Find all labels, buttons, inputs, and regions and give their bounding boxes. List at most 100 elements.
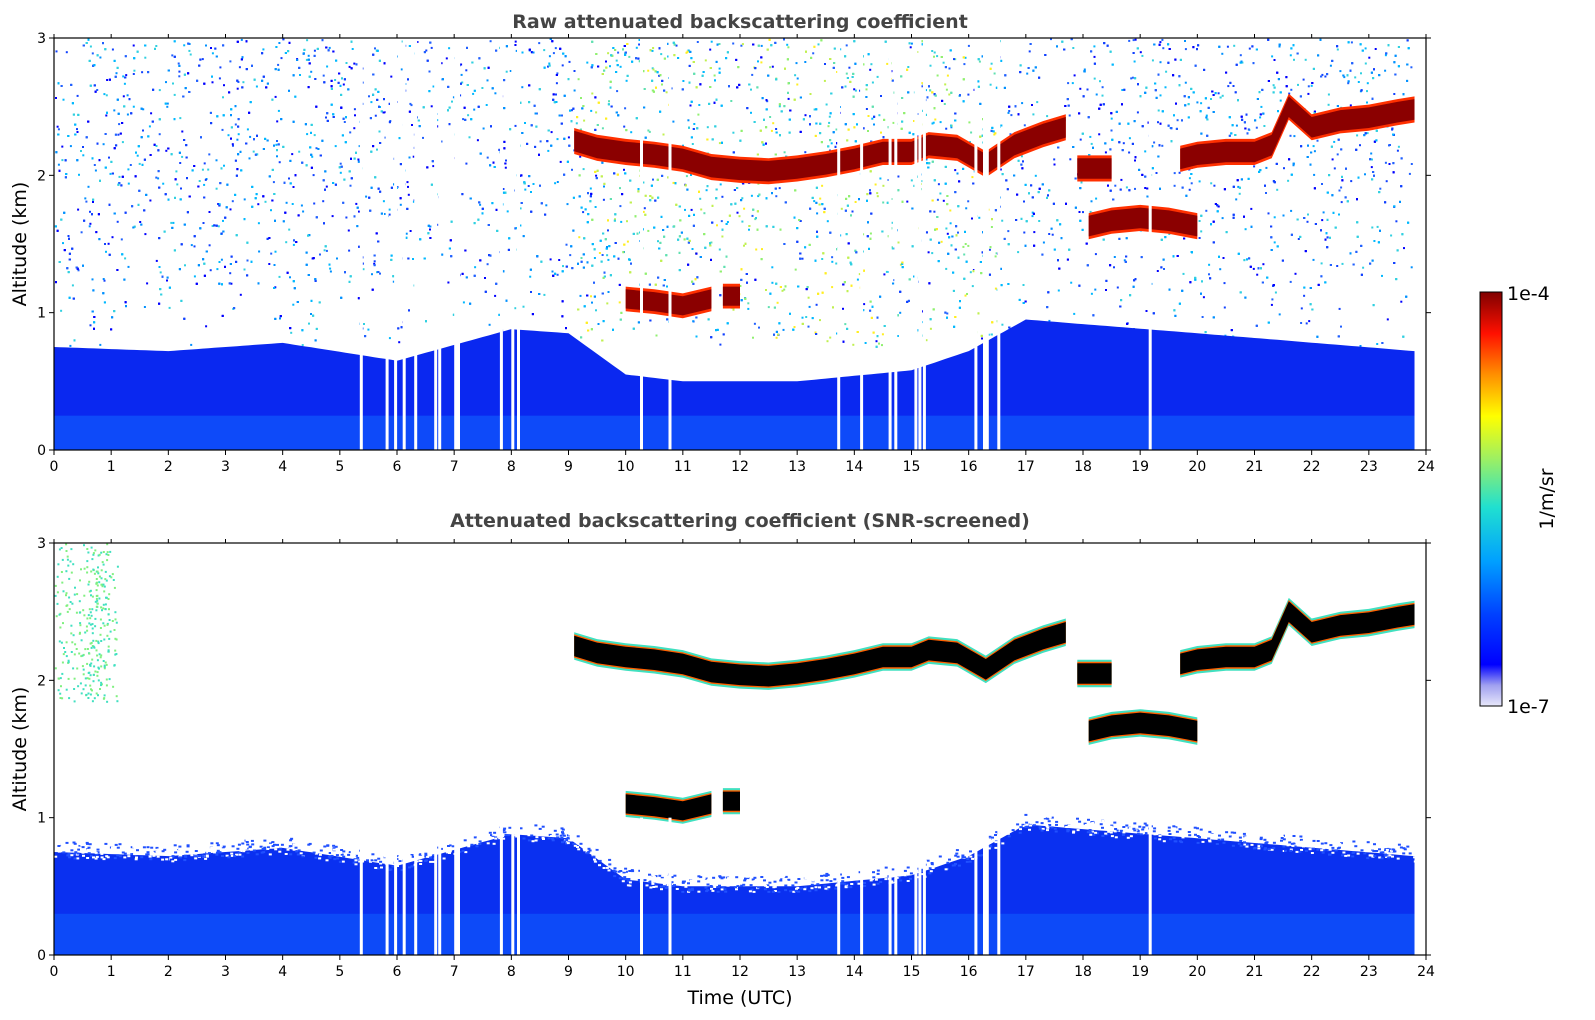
- bottom-x-tick-label: 9: [564, 964, 573, 980]
- top-data-gap: [640, 38, 643, 450]
- top-x-tick-label: 7: [450, 459, 459, 475]
- top-heatmap: [54, 38, 1426, 450]
- top-data-gap: [517, 38, 520, 450]
- top-data-gap: [860, 38, 864, 450]
- top-x-tick-label: 22: [1303, 459, 1321, 475]
- top-y-ticks: 0 1 2 3: [37, 31, 1431, 459]
- bottom-data-gap: [640, 817, 643, 955]
- bottom-cloud-layer: [1180, 601, 1415, 675]
- bottom-data-gap: [668, 817, 672, 955]
- bottom-data-gap: [511, 817, 515, 955]
- bottom-x-tick-label: 17: [1017, 964, 1035, 980]
- bottom-data-gap: [983, 817, 986, 955]
- top-x-tick-label: 21: [1246, 459, 1264, 475]
- bottom-cloud-layer: [1088, 712, 1198, 742]
- top-cloud-layer: [1088, 207, 1198, 237]
- bottom-x-tick-label: 12: [731, 964, 749, 980]
- top-x-tick-label: 18: [1074, 459, 1092, 475]
- bottom-heatmap: [54, 543, 1426, 955]
- top-x-tick-label: 9: [564, 459, 573, 475]
- top-x-tick-label: 14: [845, 459, 863, 475]
- top-data-gap: [668, 38, 672, 450]
- bottom-x-tick-label: 20: [1188, 964, 1206, 980]
- top-data-gap: [837, 38, 841, 450]
- top-data-gap: [454, 38, 458, 450]
- bottom-cloud-layer: [1077, 663, 1112, 684]
- bottom-x-tick-label: 18: [1074, 964, 1092, 980]
- bottom-x-ticks: 0 1 2 3 4 5 6 7 8 9 10 11 12 13 14 15 16 17 18 19 20 21 22 23 24: [50, 539, 1435, 980]
- top-x-tick-label: 1: [107, 459, 116, 475]
- bottom-data-gap: [517, 817, 520, 955]
- top-x-tick-label: 20: [1188, 459, 1206, 475]
- bottom-data-gap: [922, 817, 926, 955]
- top-x-tick-label: 6: [393, 459, 402, 475]
- colorbar-min-label: 1e-7: [1507, 696, 1550, 718]
- colorbar-max-label: 1e-4: [1507, 283, 1550, 305]
- top-y-tick-label: 1: [37, 306, 46, 322]
- bottom-data-gap: [985, 817, 989, 955]
- top-data-gap: [385, 38, 389, 450]
- bottom-data-gaps: [359, 817, 1152, 955]
- bottom-x-tick-label: 8: [507, 964, 516, 980]
- bottom-data-gap: [402, 817, 406, 955]
- top-data-gap: [499, 38, 503, 450]
- top-data-gap: [1148, 38, 1152, 450]
- top-cloud-layer: [1077, 158, 1112, 179]
- top-x-tick-label: 15: [903, 459, 921, 475]
- bottom-data-gap: [385, 817, 389, 955]
- top-x-ticks: 0 1 2 3 4 5 6 7 8 9 10 11 12 13 14 15 16 17 18 19 20 21 22 23 24: [50, 34, 1435, 475]
- bottom-x-tick-label: 13: [788, 964, 806, 980]
- top-data-gap: [414, 38, 418, 450]
- bottom-x-tick-label: 4: [278, 964, 287, 980]
- top-x-tick-label: 10: [617, 459, 635, 475]
- top-data-gap: [402, 38, 406, 450]
- top-data-gap: [457, 38, 460, 450]
- top-data-gap: [394, 38, 398, 450]
- top-data-gap: [918, 38, 922, 450]
- top-x-tick-label: 13: [788, 459, 806, 475]
- top-x-tick-label: 5: [335, 459, 344, 475]
- top-y-tick-label: 2: [37, 168, 46, 184]
- top-data-gap: [922, 38, 926, 450]
- bottom-data-gap: [894, 817, 898, 955]
- bottom-data-gap: [918, 817, 922, 955]
- top-cloud-layer: [722, 286, 740, 306]
- top-x-tick-label: 8: [507, 459, 516, 475]
- bottom-x-tick-label: 15: [903, 964, 921, 980]
- bottom-cloud-layer: [574, 622, 1066, 687]
- top-panel-title: Raw attenuated backscattering coefficien…: [512, 11, 968, 33]
- bottom-data-gap: [860, 817, 864, 955]
- bottom-data-gap: [914, 817, 918, 955]
- bottom-data-gap: [454, 817, 458, 955]
- top-cloud-layers: [574, 93, 1415, 319]
- bottom-data-gap: [434, 817, 438, 955]
- top-x-tick-label: 12: [731, 459, 749, 475]
- bottom-data-gap: [499, 817, 503, 955]
- bottom-x-tick-label: 22: [1303, 964, 1321, 980]
- bottom-data-gap: [457, 817, 460, 955]
- bottom-data-gap: [438, 817, 442, 955]
- bottom-data-gap: [1148, 817, 1152, 955]
- top-data-gap: [914, 38, 918, 450]
- bottom-data-gap: [997, 817, 1001, 955]
- top-y-tick-label: 0: [37, 443, 46, 459]
- top-data-gap: [888, 38, 892, 450]
- bottom-x-axis-label: Time (UTC): [686, 987, 792, 1009]
- bottom-y-tick-label: 3: [37, 536, 46, 552]
- bottom-data-gap: [359, 817, 363, 955]
- bottom-y-axis-label: Altitude (km): [9, 687, 31, 812]
- top-x-tick-label: 4: [278, 459, 287, 475]
- bottom-x-tick-label: 10: [617, 964, 635, 980]
- bottom-x-tick-label: 7: [450, 964, 459, 980]
- top-x-tick-label: 2: [164, 459, 173, 475]
- top-data-gaps: [359, 38, 1152, 450]
- bottom-y-tick-label: 2: [37, 673, 46, 689]
- top-x-tick-label: 23: [1360, 459, 1378, 475]
- top-data-gap: [985, 38, 989, 450]
- top-cloud-layer: [1180, 96, 1415, 170]
- top-y-tick-label: 3: [37, 31, 46, 47]
- bottom-x-tick-label: 21: [1246, 964, 1264, 980]
- bottom-x-tick-label: 11: [674, 964, 692, 980]
- bottom-data-gap: [974, 817, 978, 955]
- top-x-tick-label: 19: [1131, 459, 1149, 475]
